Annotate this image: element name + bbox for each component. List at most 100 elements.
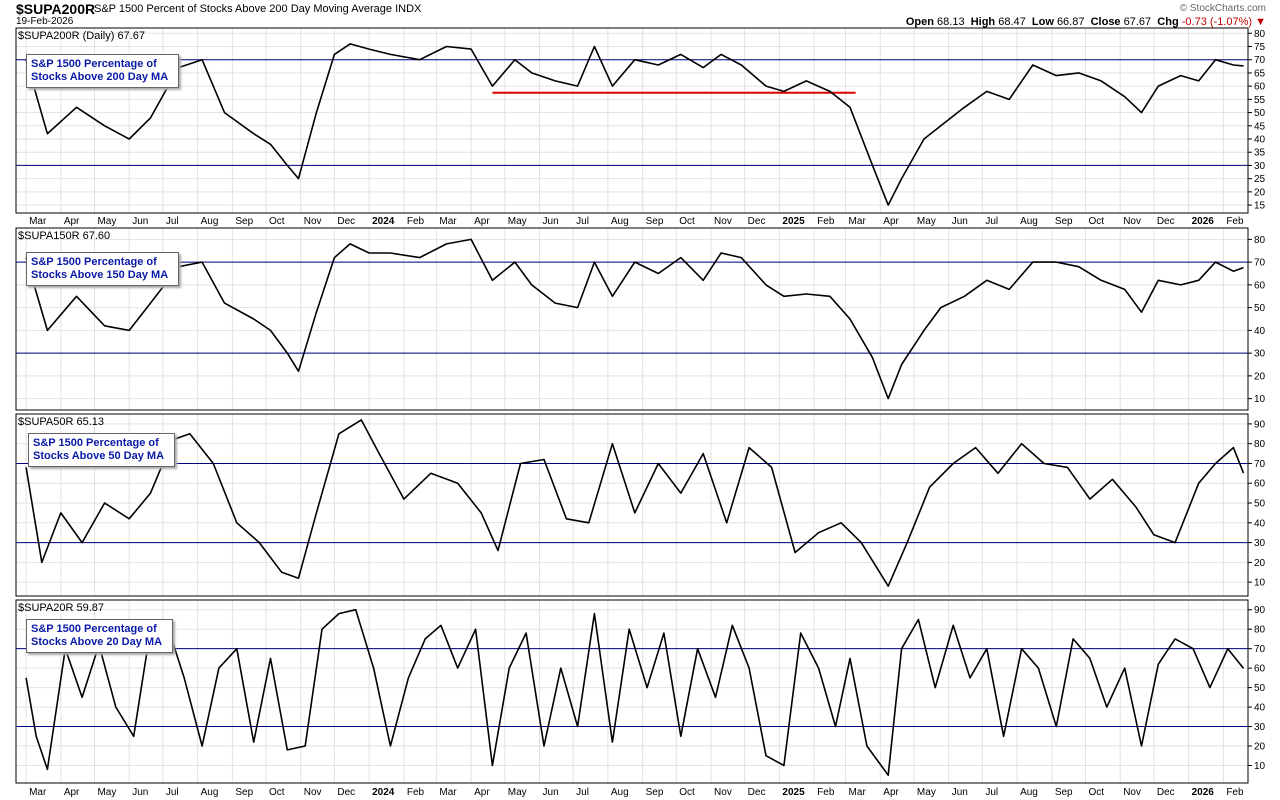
x-tick-label: Aug [1020, 216, 1038, 227]
panel-frame [15, 27, 1249, 214]
x-tick-label: May [917, 216, 936, 227]
y-tick-label: 70 [1254, 55, 1266, 66]
series-line-supa200r [25, 43, 1244, 206]
x-tick-label: Jun [952, 787, 968, 798]
series-line-supa20r [25, 608, 1245, 777]
y-tick-label: 15 [1254, 201, 1266, 212]
x-tick-label: Jul [576, 787, 589, 798]
description-text: S&P 1500 Percent of Stocks Above 200 Day… [94, 3, 393, 15]
x-tick-label: 2024 [372, 216, 395, 227]
high-label: High [970, 16, 996, 28]
annotation-box: S&P 1500 Percentage of Stocks Above 150 … [26, 252, 180, 286]
y-tick-label: 70 [1254, 459, 1266, 470]
y-tick-label: 30 [1254, 538, 1266, 549]
y-tick-label: 25 [1254, 174, 1266, 185]
close-label: Close [1090, 16, 1121, 28]
panel-title: $SUPA200R (Daily) 67.67 [18, 30, 145, 42]
x-tick-label: Sep [646, 787, 664, 798]
x-tick-label: May [97, 216, 116, 227]
series-line-supa150r [25, 238, 1244, 400]
x-tick-label: Nov [304, 787, 322, 798]
close-value: 67.67 [1123, 16, 1152, 28]
y-tick-label: 50 [1254, 683, 1266, 694]
x-tick-label: Feb [407, 787, 425, 798]
x-tick-label: Sep [1055, 216, 1073, 227]
x-tick-label: Dec [337, 216, 355, 227]
x-tick-label: Jul [166, 216, 179, 227]
y-tick-label: 60 [1254, 479, 1266, 490]
panel-frame [15, 227, 1249, 411]
y-tick-label: 20 [1254, 558, 1266, 569]
x-tick-label: Aug [611, 216, 629, 227]
y-tick-label: 20 [1254, 187, 1266, 198]
x-tick-label: Jul [985, 216, 998, 227]
y-tick-label: 20 [1254, 742, 1266, 753]
y-tick-label: 55 [1254, 95, 1266, 106]
x-tick-label: Aug [611, 787, 629, 798]
y-tick-label: 90 [1254, 419, 1266, 430]
x-tick-label: Apr [474, 216, 490, 227]
ohlc-readout: Open 68.13 High 68.47 Low 66.87 Close 67… [906, 16, 1266, 28]
y-tick-label: 50 [1254, 108, 1266, 119]
x-tick-label: Mar [29, 787, 47, 798]
y-tick-label: 30 [1254, 349, 1266, 360]
y-tick-label: 60 [1254, 82, 1266, 93]
open-label: Open [905, 16, 934, 28]
x-tick-label: Oct [1088, 216, 1104, 227]
x-tick-label: Feb [407, 216, 425, 227]
x-tick-label: Mar [439, 216, 457, 227]
y-tick-label: 35 [1254, 148, 1266, 159]
x-tick-label: May [508, 787, 527, 798]
x-tick-label: Apr [883, 787, 899, 798]
x-tick-label: May [508, 216, 527, 227]
chart-date: 19-Feb-2026 [16, 16, 74, 27]
y-tick-label: 50 [1254, 303, 1266, 314]
x-tick-label: Mar [849, 787, 867, 798]
y-tick-label: 10 [1254, 578, 1266, 589]
y-tick-label: 30 [1254, 161, 1266, 172]
x-tick-label: Apr [883, 216, 899, 227]
x-tick-label: Jul [576, 216, 589, 227]
y-tick-label: 40 [1254, 326, 1266, 337]
x-tick-label: May [917, 787, 936, 798]
chart-header: $SUPA200R S&P 1500 Percent of Stocks Abo… [0, 0, 1280, 28]
chg-label: Chg [1157, 16, 1179, 28]
watermark: © StockCharts.com [1179, 3, 1266, 14]
y-tick-label: 65 [1254, 68, 1266, 79]
x-tick-label: 2025 [782, 216, 805, 227]
panel-title: $SUPA150R 67.60 [18, 230, 110, 242]
series-line-supa50r [25, 419, 1245, 587]
x-tick-label: Jun [132, 216, 148, 227]
y-tick-label: 70 [1254, 644, 1266, 655]
y-tick-label: 10 [1254, 394, 1266, 405]
x-tick-label: 2026 [1192, 216, 1215, 227]
high-value: 68.47 [998, 16, 1026, 28]
x-tick-label: Aug [201, 216, 219, 227]
x-tick-label: Dec [337, 787, 355, 798]
x-tick-label: Apr [64, 216, 80, 227]
x-tick-label: Nov [714, 787, 732, 798]
x-tick-label: Jun [132, 787, 148, 798]
x-tick-label: Jul [985, 787, 998, 798]
x-tick-label: Dec [748, 787, 766, 798]
y-tick-label: 80 [1254, 235, 1266, 246]
y-tick-label: 30 [1254, 722, 1266, 733]
y-tick-label: 50 [1254, 499, 1266, 510]
y-tick-label: 20 [1254, 371, 1266, 382]
x-tick-label: Aug [1020, 787, 1038, 798]
x-tick-label: Nov [1123, 216, 1141, 227]
y-tick-label: 80 [1254, 439, 1266, 450]
y-tick-label: 40 [1254, 703, 1266, 714]
x-tick-label: Nov [714, 216, 732, 227]
y-tick-label: 60 [1254, 280, 1266, 291]
y-tick-label: 75 [1254, 42, 1266, 53]
x-tick-label: Oct [269, 216, 285, 227]
y-tick-label: 80 [1254, 29, 1266, 40]
y-tick-label: 60 [1254, 664, 1266, 675]
panel-frame [15, 599, 1249, 784]
low-value: 66.87 [1056, 16, 1085, 28]
exchange-label: INDX [395, 3, 422, 15]
x-tick-label: Feb [1226, 787, 1244, 798]
x-tick-label: Mar [439, 787, 457, 798]
